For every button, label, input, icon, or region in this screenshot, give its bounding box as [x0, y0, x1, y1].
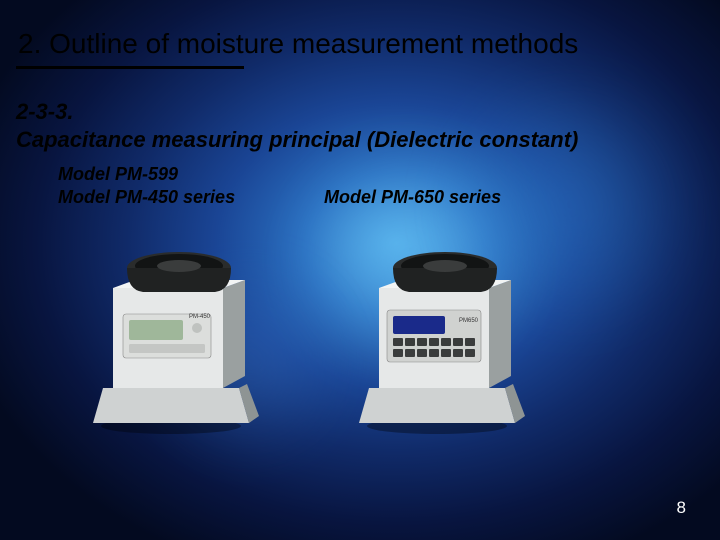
page-number: 8 — [677, 498, 686, 518]
slide: 2. Outline of moisture measurement metho… — [0, 0, 720, 540]
left-model-line1: Model PM-599 — [58, 163, 278, 186]
svg-text:PM-450: PM-450 — [189, 314, 211, 320]
moisture-tester-icon: PM-450 — [73, 218, 263, 436]
title-underline — [16, 66, 244, 69]
left-column: Model PM-599 Model PM-450 series — [58, 163, 278, 446]
left-model-line2: Model PM-450 series — [58, 186, 278, 209]
section-number: 2-3-3. — [16, 99, 696, 125]
svg-text:PM650: PM650 — [459, 318, 479, 324]
moisture-tester-icon: PM650 — [339, 218, 529, 436]
device-image-left: PM-450 — [58, 216, 278, 446]
section-title: Capacitance measuring principal (Dielect… — [16, 127, 696, 153]
right-column: . Model PM-650 series PM650 — [324, 163, 544, 446]
right-model-line1: Model PM-650 series — [324, 186, 544, 209]
device-image-right: PM650 — [324, 216, 544, 446]
models-row: Model PM-599 Model PM-450 series — [58, 163, 696, 446]
slide-title: 2. Outline of moisture measurement metho… — [16, 28, 696, 60]
